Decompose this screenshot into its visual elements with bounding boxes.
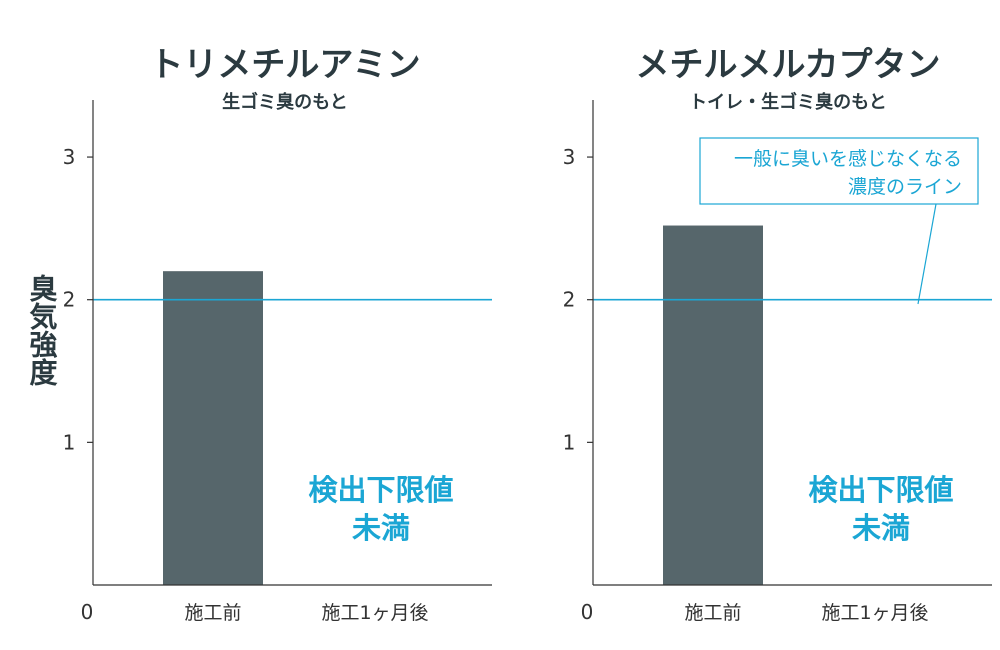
annotation-box: [699, 137, 979, 205]
y-ticks: 1 2 3: [563, 145, 593, 454]
chart-subtitle: 生ゴミ臭のもと: [222, 91, 348, 113]
category-label-before: 施工前: [184, 602, 241, 624]
not-detected-label-line1: 検出下限値: [308, 473, 453, 507]
category-label-after: 施工1ヶ月後: [821, 602, 928, 624]
chart-title: メチルメルカプタン: [636, 45, 941, 85]
x-origin-label: 0: [581, 600, 594, 624]
bar-before: [663, 225, 763, 585]
bars: [663, 225, 763, 585]
not-detected-label-line2: 未満: [352, 511, 410, 545]
annotation-leader-line: [917, 203, 937, 305]
y-tick-label: 1: [63, 430, 76, 454]
y-axis-label: 臭気強度: [26, 274, 59, 387]
y-tick-label: 2: [563, 288, 576, 312]
bar-before: [163, 271, 263, 585]
x-origin-label: 0: [81, 600, 94, 624]
category-label-before: 施工前: [684, 602, 741, 624]
y-tick-label: 1: [563, 430, 576, 454]
chart-title: トリメチルアミン: [149, 45, 420, 85]
annotation-text-line1: 一般に臭いを感じなくなる: [734, 148, 962, 170]
not-detected-label-line2: 未満: [852, 511, 910, 545]
annotation-text-line2: 濃度のライン: [848, 176, 962, 198]
y-ticks: 1 2 3: [63, 145, 93, 454]
y-tick-label: 3: [63, 145, 76, 169]
bars: [163, 271, 263, 585]
chart-subtitle: トイレ・生ゴミ臭のもと: [689, 91, 887, 113]
chart-methyl-mercaptan: メチルメルカプタン トイレ・生ゴミ臭のもと 1 2 3 0 施工前 施工1ヶ月後 一…: [563, 45, 992, 624]
chart-trimethylamine: トリメチルアミン 生ゴミ臭のもと 123 0 施工前 施工1ヶ月後 検出下限値 …: [63, 45, 492, 624]
y-tick-label: 3: [563, 145, 576, 169]
y-tick-label: 2: [63, 288, 76, 312]
threshold-annotation: 一般に臭いを感じなくなる 濃度のライン: [699, 137, 979, 305]
category-label-after: 施工1ヶ月後: [321, 602, 428, 624]
not-detected-label-line1: 検出下限値: [808, 473, 953, 507]
